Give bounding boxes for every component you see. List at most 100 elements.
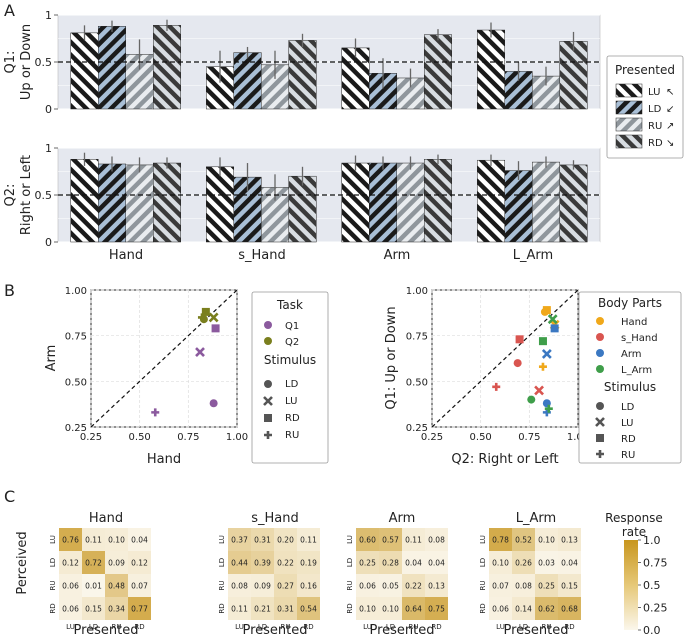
legend-label-q2: Q2	[285, 337, 299, 348]
legend-label-q1: Q1	[285, 321, 299, 332]
heatmap-cell	[489, 551, 512, 574]
heatmap-cell	[228, 574, 251, 597]
row-label: LD	[346, 558, 354, 567]
y-tick-label: 0	[45, 103, 52, 116]
row-label: LD	[218, 558, 226, 567]
cell-value: 0.16	[300, 582, 317, 591]
cell-value: 0.21	[254, 605, 271, 614]
heatmap-cell	[128, 528, 151, 551]
legend-marker-l-arm	[596, 365, 604, 373]
heatmap-xlabel: Presented	[503, 623, 568, 638]
heatmap-xlabel: Presented	[73, 623, 138, 638]
heatmap-cell	[489, 597, 512, 620]
cell-value: 0.15	[85, 605, 102, 614]
heatmap-cell	[274, 597, 297, 620]
y-tick-label: 0.5	[35, 56, 53, 69]
heatmap-cell	[105, 528, 128, 551]
heatmap-cell	[425, 597, 448, 620]
heatmap-hand: Hand Presented 0.76 0.11 0.10 0.04 0.12 0.72 0…	[49, 511, 151, 638]
heatmap-cell	[512, 528, 535, 551]
cell-value: 0.03	[538, 559, 555, 568]
heatmap-cell	[402, 528, 425, 551]
cell-value: 0.68	[561, 605, 578, 614]
bar-lu	[341, 47, 370, 110]
legend-label-lu: LU	[648, 87, 660, 98]
heatmap-arm: Arm Presented 0.60 0.57 0.11 0.08 0.25 0.28 0.…	[346, 511, 448, 638]
heatmap-cell	[82, 574, 105, 597]
cell-value: 0.78	[492, 536, 509, 545]
cell-value: 0.06	[492, 605, 509, 614]
panel-label-b: B	[4, 281, 15, 300]
arrow-down-right-icon: ↘	[666, 138, 674, 149]
colorbar-gradient	[624, 540, 638, 630]
x-axis-label: Hand	[147, 452, 181, 467]
cell-value: 0.10	[108, 536, 125, 545]
row-label: LU	[49, 535, 57, 544]
cell-value: 0.06	[62, 582, 79, 591]
heatmap-cell	[105, 597, 128, 620]
bar-lu	[477, 29, 505, 110]
colorbar-tick-label: 0.25	[643, 602, 668, 615]
heatmap-cell	[425, 574, 448, 597]
cell-value: 0.10	[382, 605, 399, 614]
col-label: LU	[496, 623, 505, 631]
heatmap-cell	[297, 574, 320, 597]
row-label: RD	[49, 603, 57, 613]
legend-marker-rd	[264, 414, 272, 422]
legend-marker-rd	[596, 434, 604, 442]
legend-entry-rd: RD ↘	[615, 134, 674, 149]
colorbar-title-line2: rate	[622, 525, 646, 539]
legend-label-s-hand: s_Hand	[621, 333, 658, 344]
cell-value: 0.57	[382, 536, 399, 545]
legend-title-stimulus: Stimulus	[604, 380, 656, 394]
legend-label-lu: LU	[285, 396, 297, 407]
data-point-lu	[534, 385, 544, 396]
row-label: LD	[479, 558, 487, 567]
cell-value: 0.60	[359, 536, 376, 545]
colorbar-tick-label: 0.0	[643, 624, 661, 637]
row-label: LU	[479, 535, 487, 544]
heatmap-cell	[274, 551, 297, 574]
cell-value: 0.14	[515, 605, 532, 614]
heatmap-cell	[251, 597, 274, 620]
legend-marker-lu	[595, 417, 605, 427]
legend-marker-q2	[264, 337, 272, 345]
bar-rd	[424, 34, 452, 110]
panel-label-c: C	[4, 487, 15, 506]
scatter-hand-vs-arm: 0.250.25 0.50 0.50 0.75 0.75 1.00 1.00 Hand Ar…	[44, 286, 248, 467]
col-label: RU	[112, 623, 122, 631]
col-label: LU	[66, 623, 75, 631]
heatmap-cell	[59, 551, 82, 574]
x-axis-label: Q2: Right or Left	[451, 452, 558, 467]
y-tick-label: 1	[45, 9, 52, 22]
heatmap-cell	[251, 528, 274, 551]
data-point-ru	[151, 408, 160, 417]
legend-marker-arm	[596, 349, 604, 357]
y-tick-label: 0.25	[65, 423, 87, 434]
cell-value: 0.08	[231, 582, 248, 591]
cell-value: 0.11	[85, 536, 102, 545]
x-tick-label: 0.50	[470, 432, 492, 443]
heatmap-cell	[535, 551, 558, 574]
legend-box	[578, 291, 682, 464]
y-axis-label: Q1: Up or Down	[384, 306, 399, 409]
legend-marker-ru	[596, 450, 604, 458]
legend-label-l-arm: L_Arm	[621, 365, 652, 376]
heatmap-cell	[379, 528, 402, 551]
cell-value: 0.11	[405, 536, 422, 545]
heatmap-cell	[251, 574, 274, 597]
heatmap-cell	[402, 597, 425, 620]
cell-value: 0.08	[428, 536, 445, 545]
col-label: RD	[431, 623, 441, 631]
heatmap-cell	[82, 597, 105, 620]
colorbar-title-line1: Response	[605, 511, 663, 525]
col-label: RU	[281, 623, 291, 631]
col-label: LD	[519, 623, 528, 631]
cell-value: 0.12	[131, 559, 148, 568]
heatmap-cell	[105, 574, 128, 597]
heatmap-cell	[228, 551, 251, 574]
heatmap-cell	[512, 597, 535, 620]
cell-value: 0.10	[359, 605, 376, 614]
heatmap-cell	[512, 574, 535, 597]
